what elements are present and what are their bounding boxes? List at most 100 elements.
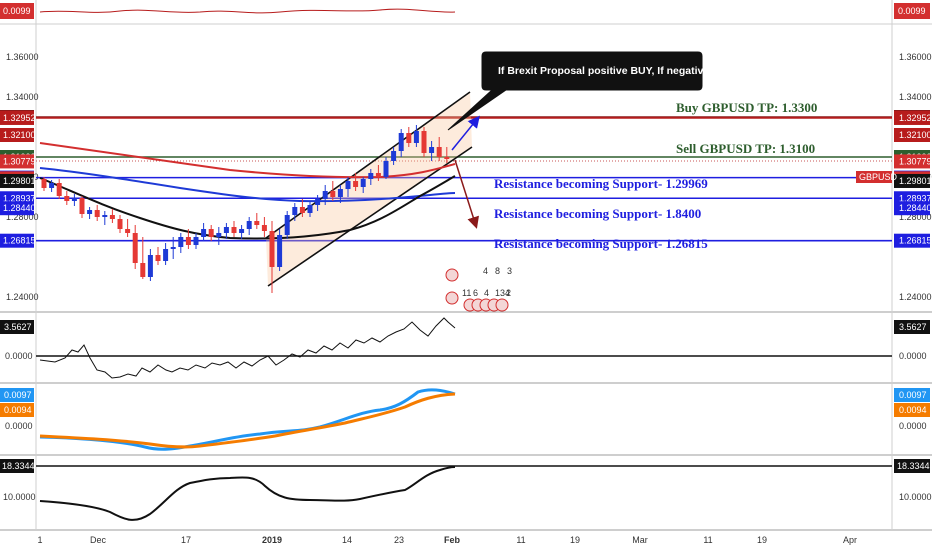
candle-body-15 bbox=[155, 255, 161, 261]
price-badge-left-label-10: 1.26815 bbox=[3, 236, 36, 246]
buy-arrow bbox=[451, 115, 480, 151]
candle-body-19 bbox=[185, 237, 191, 245]
price-channel bbox=[265, 91, 473, 287]
price-badge-left-label-7: 1.29801 bbox=[3, 176, 36, 186]
ma-red bbox=[39, 142, 456, 179]
candle-body-49 bbox=[413, 131, 419, 143]
oscillator-pane-1: 3.5627 0.0000 3.5627 0.0000 bbox=[0, 317, 930, 379]
x-label-8: 19 bbox=[570, 535, 580, 545]
time-axis: 1 Dec 17 2019 14 23 Feb 11 19 Mar 11 19 Apr bbox=[37, 535, 857, 545]
x-label-2: 17 bbox=[181, 535, 191, 545]
candle-body-26 bbox=[239, 229, 245, 233]
price-tick-right-1: 1.34000 bbox=[899, 92, 932, 102]
candle-body-40 bbox=[345, 181, 351, 189]
candle-body-3 bbox=[64, 196, 70, 201]
price-axis-ticks: 1.360001.360001.340001.340001.300001.300… bbox=[0, 52, 932, 302]
candle-body-46 bbox=[391, 151, 397, 161]
top-right-badge-label: 0.0099 bbox=[898, 6, 926, 16]
candle-body-21 bbox=[201, 229, 207, 237]
osc3-right-tick: 10.0000 bbox=[899, 492, 932, 502]
price-badge-right-label-9: 1.28440 bbox=[899, 203, 932, 213]
resistance-note-3: Resistance becoming Support- 1.26815 bbox=[494, 236, 708, 251]
price-tick-left-0: 1.36000 bbox=[6, 52, 39, 62]
osc3-left-tick: 10.0000 bbox=[3, 492, 36, 502]
candle-body-8 bbox=[102, 215, 108, 217]
candle-body-33 bbox=[292, 207, 298, 215]
candle-body-53 bbox=[444, 157, 450, 159]
event-count-bottom-1: 6 bbox=[473, 288, 478, 298]
candle-body-1 bbox=[49, 183, 55, 188]
osc3-left-badge: 18.3344 bbox=[2, 461, 35, 471]
price-badge-right-label-7: 1.29801 bbox=[899, 176, 932, 186]
resistance-note-1: Resistance becoming Support- 1.29969 bbox=[494, 176, 708, 191]
price-badge-right-4 bbox=[894, 154, 930, 169]
osc2-left-badge-blue: 0.0097 bbox=[4, 390, 32, 400]
price-tick-left-1: 1.34000 bbox=[6, 92, 39, 102]
candlestick-series bbox=[41, 125, 450, 293]
candle-body-35 bbox=[307, 205, 313, 213]
candle-body-44 bbox=[375, 173, 381, 177]
candle-body-4 bbox=[71, 198, 77, 201]
price-tick-right-0: 1.36000 bbox=[899, 52, 932, 62]
osc2-blue-line bbox=[39, 388, 456, 451]
candle-body-10 bbox=[117, 219, 123, 229]
candle-body-22 bbox=[208, 229, 214, 237]
symbol-tag-label: GBPUSD bbox=[859, 172, 898, 182]
event-count-bottom-2: 4 bbox=[484, 288, 489, 298]
event-count-top-1: 8 bbox=[495, 266, 500, 276]
price-badge-left-label-9: 1.28440 bbox=[3, 203, 36, 213]
price-badge-right-label-1: 1.32952 bbox=[899, 113, 932, 123]
price-badge-left-1 bbox=[0, 110, 34, 125]
osc1-right-zero: 0.0000 bbox=[899, 351, 927, 361]
candle-body-14 bbox=[147, 255, 153, 277]
x-label-7: 11 bbox=[516, 535, 525, 545]
x-label-3: 2019 bbox=[262, 535, 282, 545]
top-indicator-line bbox=[39, 8, 456, 14]
event-count-top-0: 4 bbox=[483, 266, 488, 276]
osc2-left-zero: 0.0000 bbox=[5, 421, 33, 431]
oscillator-pane-3: 18.3344 10.0000 18.3344 10.0000 bbox=[0, 459, 932, 521]
top-right-badge bbox=[894, 3, 930, 19]
event-count-bottom-4: 2 bbox=[506, 288, 511, 298]
candle-body-36 bbox=[315, 199, 321, 205]
x-label-1: Dec bbox=[90, 535, 107, 545]
x-label-0: 1 bbox=[37, 535, 42, 545]
candle-body-48 bbox=[406, 133, 412, 143]
flag-icon-row-4[interactable] bbox=[495, 298, 509, 312]
oscillator-pane-2: 0.0097 0.0094 0.0000 0.0097 0.0094 0.000… bbox=[0, 388, 930, 451]
price-badge-right-7 bbox=[894, 173, 930, 188]
candle-body-9 bbox=[109, 215, 115, 219]
candle-body-24 bbox=[223, 227, 229, 233]
flag-icon-gb-2[interactable] bbox=[445, 291, 459, 305]
candle-body-28 bbox=[254, 221, 260, 225]
candle-body-25 bbox=[231, 227, 237, 233]
top-left-badge-label: 0.0099 bbox=[3, 6, 31, 16]
price-badge-left-9 bbox=[0, 201, 34, 216]
x-label-4: 14 bbox=[342, 535, 352, 545]
price-badge-left-label-1: 1.32952 bbox=[3, 113, 36, 123]
moving-averages bbox=[39, 142, 456, 240]
flag-icon-gb-1[interactable] bbox=[445, 268, 459, 282]
buy-note: Buy GBPUSD TP: 1.3300 bbox=[676, 100, 817, 115]
candle-body-45 bbox=[383, 161, 389, 177]
price-badge-right-label-8: 1.28937 bbox=[899, 193, 932, 203]
x-label-5: 23 bbox=[394, 535, 404, 545]
x-label-11: 19 bbox=[757, 535, 767, 545]
price-tick-right-4: 1.24000 bbox=[899, 292, 932, 302]
price-badge-right-1 bbox=[894, 110, 930, 125]
price-tick-right-3: 1.28000 bbox=[899, 212, 932, 222]
candle-body-13 bbox=[140, 263, 146, 277]
osc1-left-badge: 3.5627 bbox=[4, 322, 32, 332]
x-label-12: Apr bbox=[843, 535, 857, 545]
price-badge-left-label-2: 1.32100 bbox=[3, 130, 36, 140]
candle-body-41 bbox=[353, 181, 359, 187]
price-badge-left-7 bbox=[0, 173, 34, 188]
sell-arrow bbox=[454, 159, 479, 229]
osc2-right-badge-orange: 0.0094 bbox=[899, 405, 927, 415]
candle-body-39 bbox=[337, 189, 343, 197]
candle-body-37 bbox=[322, 191, 328, 199]
osc1-right-badge: 3.5627 bbox=[899, 322, 927, 332]
price-badge-left-label-4: 1.30779 bbox=[3, 156, 36, 166]
candle-body-27 bbox=[246, 221, 252, 229]
